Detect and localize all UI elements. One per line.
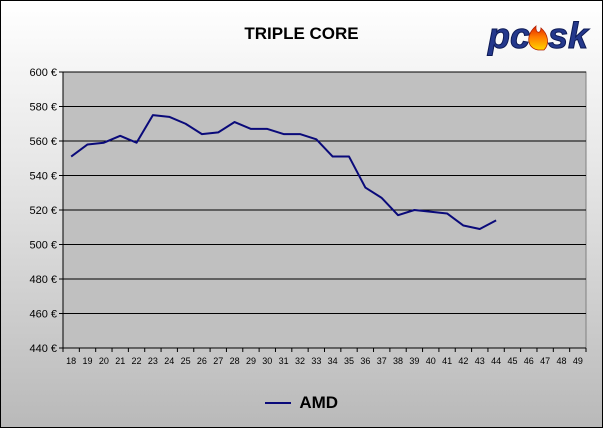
y-tick-label: 460 € (29, 309, 57, 321)
x-tick-label: 30 (262, 356, 272, 366)
legend-swatch-amd (264, 402, 291, 404)
x-tick-label: 38 (393, 356, 403, 366)
x-tick-label: 25 (181, 356, 191, 366)
x-tick-label: 48 (556, 356, 566, 366)
x-tick-label: 23 (148, 356, 158, 366)
gridlines (63, 71, 586, 314)
x-tick-label: 39 (409, 356, 419, 366)
x-tick-label: 41 (442, 356, 452, 366)
y-tick-label: 440 € (29, 343, 57, 355)
x-tick-label: 40 (426, 356, 436, 366)
x-tick-label: 31 (279, 356, 289, 366)
flame-icon (528, 25, 548, 51)
svg-text:pc: pc (487, 15, 530, 56)
x-tick-label: 22 (132, 356, 142, 366)
x-tick-label: 34 (328, 356, 338, 366)
x-tick-label: 47 (540, 356, 550, 366)
x-tick-label: 21 (115, 356, 125, 366)
x-tick-label: 26 (197, 356, 207, 366)
x-tick-label: 19 (83, 356, 93, 366)
x-tick-label: 44 (491, 356, 501, 366)
y-tick-label: 540 € (29, 171, 57, 183)
x-tick-label: 49 (573, 356, 583, 366)
x-tick-label: 32 (295, 356, 305, 366)
x-axis-tick-labels: 18 19 20 21 22 23 24 25 26 27 28 29 30 31 32 33 34 35 36 37… (66, 356, 583, 366)
y-tick-label: 560 € (29, 136, 57, 148)
x-tick-label: 45 (507, 356, 517, 366)
x-tick-label: 24 (164, 356, 174, 366)
legend-label-amd: AMD (299, 393, 339, 412)
x-tick-label: 18 (66, 356, 76, 366)
x-tick-label: 37 (377, 356, 387, 366)
y-tick-label: 520 € (29, 205, 57, 217)
y-axis-tick-labels: 440 € 460 € 480 € 500 € 520 € 540 € 560 € 580 €… (29, 67, 57, 355)
chart-title: TRIPLE CORE (244, 24, 359, 43)
x-tick-label: 29 (246, 356, 256, 366)
x-tick-label: 35 (344, 356, 354, 366)
pcsk-logo: pc sk (487, 15, 591, 57)
x-tick-label: 27 (213, 356, 223, 366)
x-tick-label: 36 (360, 356, 370, 366)
series-line-amd (70, 114, 497, 230)
x-tick-label: 28 (230, 356, 240, 366)
y-tick-label: 500 € (29, 240, 57, 252)
x-tick-label: 43 (475, 356, 485, 366)
x-tick-label: 33 (311, 356, 321, 366)
series-lines (70, 114, 497, 230)
svg-text:sk: sk (548, 15, 590, 56)
y-tick-label: 480 € (29, 274, 57, 286)
x-tick-label: 46 (524, 356, 534, 366)
y-tick-label: 580 € (29, 102, 57, 114)
axes (59, 71, 587, 352)
legend: AMD (0, 393, 603, 413)
x-tick-label: 42 (458, 356, 468, 366)
x-tick-label: 20 (99, 356, 109, 366)
y-tick-label: 600 € (29, 67, 57, 79)
